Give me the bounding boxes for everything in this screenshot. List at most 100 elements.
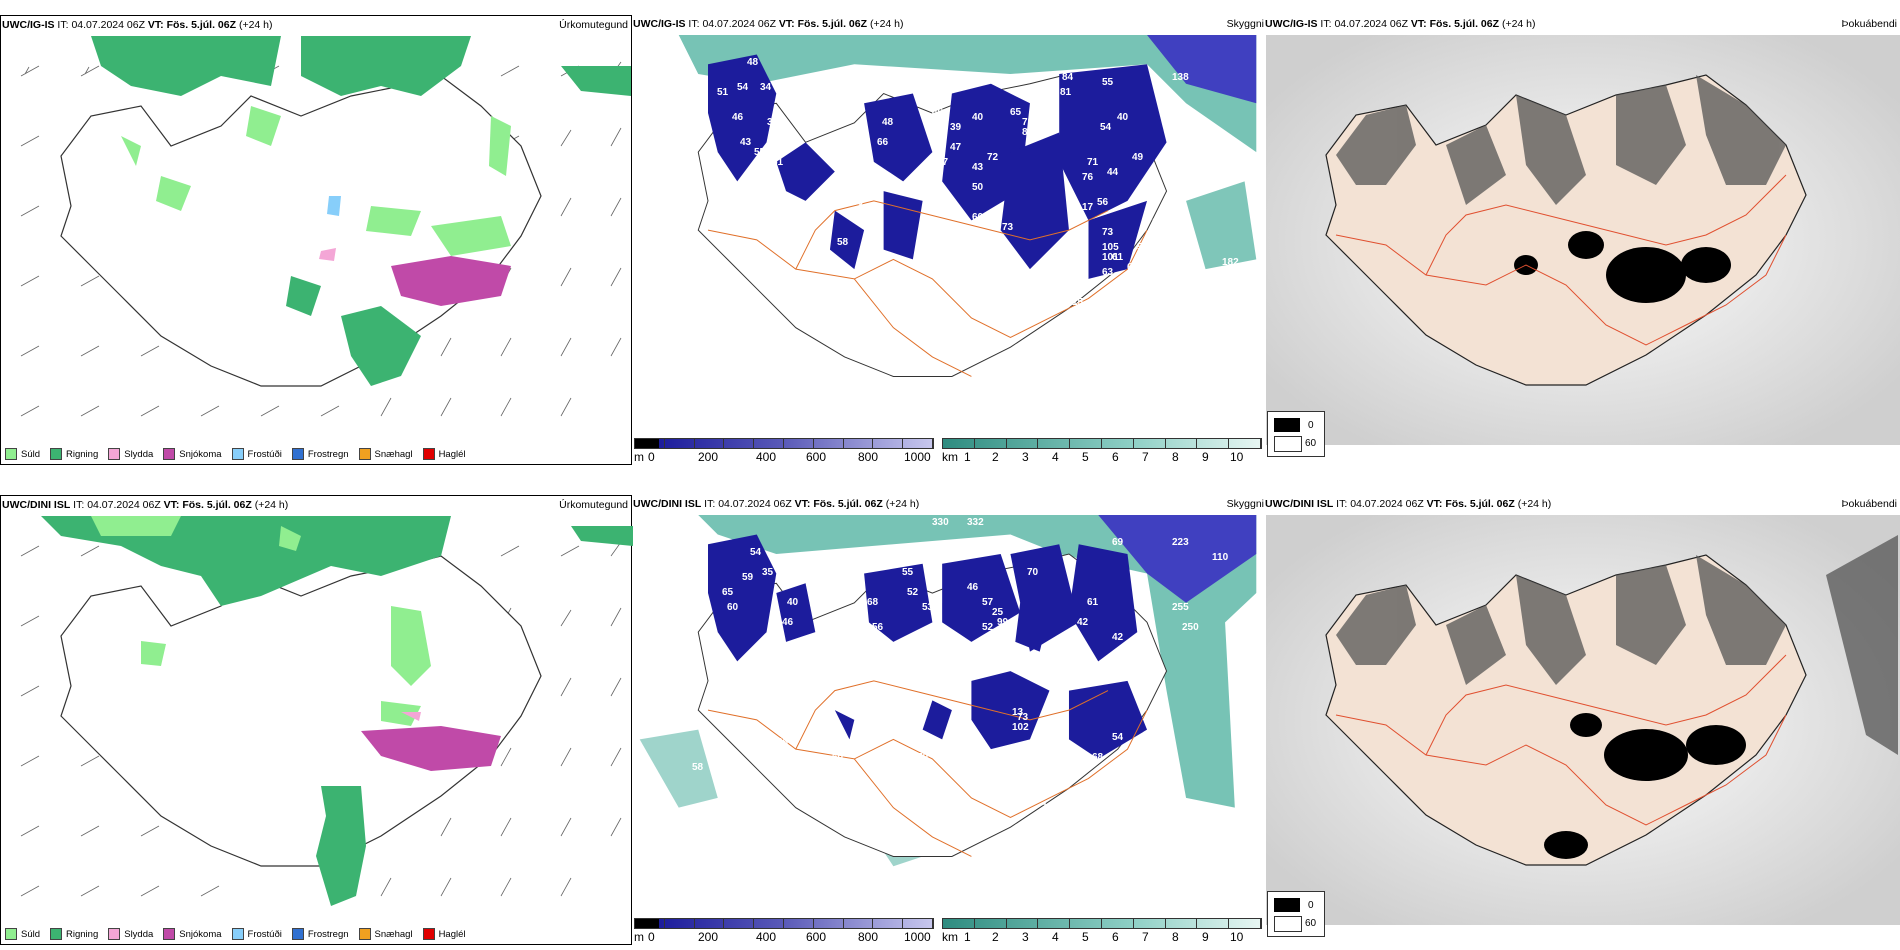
cloud-base-value: 60 bbox=[727, 602, 739, 613]
cloud-base-value: 76 bbox=[1082, 172, 1094, 183]
legend-item: Slydda bbox=[108, 928, 153, 940]
cloud-base-value: 42 bbox=[1112, 632, 1124, 643]
cloud-base-value: 36 bbox=[750, 177, 762, 188]
cloud-base-value: 68 bbox=[1092, 752, 1104, 763]
cloud-map bbox=[639, 515, 1257, 906]
cloud-base-value: 13 bbox=[1012, 707, 1024, 718]
cloud-base-value: 34 bbox=[760, 82, 772, 93]
legend-item: Frostúði bbox=[231, 448, 282, 460]
cloud-base-value: 66 bbox=[777, 737, 789, 748]
cloud-base-value: 81 bbox=[1022, 127, 1034, 138]
panel-title: UWC/IG-IS IT: 04.07.2024 06Z VT: Fös. 5.… bbox=[1265, 18, 1536, 30]
cloud-base-value: 105 bbox=[1102, 242, 1119, 253]
panel-title: UWC/DINI ISL IT: 04.07.2024 06Z VT: Fös.… bbox=[2, 499, 289, 511]
cloud-base-value: 52 bbox=[982, 622, 994, 633]
cloud-base-value: 46 bbox=[932, 107, 944, 118]
cloud-base-value: 55 bbox=[1102, 77, 1114, 88]
cloud-base-value: 52 bbox=[852, 157, 864, 168]
cloud-panel-bottom: UWC/DINI ISL IT: 04.07.2024 06Z VT: Fös.… bbox=[632, 495, 1264, 945]
precip-legend: Súld Rigning Slydda Snjókoma Frostúði Fr… bbox=[5, 448, 472, 460]
cloud-base-value: 61 bbox=[732, 732, 744, 743]
legend-item: Haglél bbox=[422, 448, 466, 460]
legend-item: Rigning bbox=[50, 448, 98, 460]
cloud-base-value: 40 bbox=[1117, 112, 1129, 123]
cloud-base-value: 40 bbox=[787, 597, 799, 608]
visibility-scale: km 1 2 3 4 5 6 7 8 9 10 bbox=[942, 438, 1262, 464]
cloud-base-value: 68 bbox=[867, 597, 879, 608]
cloud-base-value: 55 bbox=[1137, 242, 1149, 253]
cloud-base-value: 53 bbox=[922, 602, 934, 613]
cloud-base-value: 50 bbox=[972, 182, 984, 193]
cloud-base-value: 63 bbox=[897, 642, 909, 653]
cloud-base-value: 60 bbox=[832, 752, 844, 763]
cloud-base-value: 136 bbox=[1102, 772, 1119, 783]
cloud-base-value: 63 bbox=[1102, 267, 1114, 278]
cloud-base-value: 48 bbox=[792, 217, 804, 228]
fog-panel-bottom: UWC/DINI ISL IT: 04.07.2024 06Z VT: Fös.… bbox=[1264, 495, 1900, 945]
cloud-base-value: 84 bbox=[1032, 267, 1044, 278]
legend-item: Snjókoma bbox=[163, 928, 222, 940]
roads bbox=[707, 200, 1148, 377]
fog-black-areas bbox=[1544, 713, 1746, 859]
legend-item: Snæhagl bbox=[358, 448, 413, 460]
cloud-base-value: 65 bbox=[937, 637, 949, 648]
legend-item: Snæhagl bbox=[358, 928, 413, 940]
fog-dark-areas bbox=[1336, 535, 1898, 755]
fog-legend: 0 60 bbox=[1267, 411, 1325, 457]
cloud-base-value: 35 bbox=[762, 567, 774, 578]
cloud-base-value: 86 bbox=[1022, 767, 1034, 778]
cloud-base-value: 61 bbox=[1112, 252, 1124, 263]
cloud-map bbox=[639, 35, 1257, 426]
cloud-base-value: 58 bbox=[692, 762, 704, 773]
precip-map bbox=[20, 516, 633, 906]
panel-type: Þokuábendi bbox=[1841, 18, 1897, 30]
cloud-base-value: 38 bbox=[767, 117, 779, 128]
cloud-base-scale: m 0 200 400 600 800 1000 bbox=[634, 918, 934, 944]
cloud-base-value: 70 bbox=[912, 657, 924, 668]
cloud-base-value: 182 bbox=[1222, 257, 1239, 268]
cloud-base-value: 51 bbox=[717, 87, 729, 98]
legend-item: Frostregn bbox=[291, 928, 349, 940]
cloud-base-value: 84 bbox=[1062, 72, 1074, 83]
panel-type: Skyggni bbox=[1226, 498, 1264, 510]
cloud-base-value: 46 bbox=[772, 672, 784, 683]
cloud-base-value: 72 bbox=[987, 152, 999, 163]
cloud-base-value: 46 bbox=[782, 617, 794, 628]
cloud-base-value: 101 bbox=[1102, 252, 1119, 263]
panel-title: UWC/IG-IS IT: 04.07.2024 06Z VT: Fös. 5.… bbox=[2, 19, 273, 31]
cloud-base-value: 99 bbox=[997, 617, 1009, 628]
cloud-base-value: 46 bbox=[967, 582, 979, 593]
precip-map bbox=[20, 36, 631, 417]
cloud-base-value: 61 bbox=[1087, 597, 1099, 608]
legend-item: Rigning bbox=[50, 928, 98, 940]
cloud-base-value: 54 bbox=[1100, 122, 1112, 133]
cloud-base-value: 110 bbox=[1212, 552, 1229, 563]
drizzle-areas bbox=[91, 516, 431, 726]
cloud-base-value: 223 bbox=[1172, 537, 1189, 548]
fog-legend: 0 60 bbox=[1267, 891, 1325, 937]
cloud-base-value: 73 bbox=[1102, 227, 1114, 238]
cloud-base-value: 44 bbox=[1107, 167, 1119, 178]
cloud-base-value: 39 bbox=[950, 122, 962, 133]
precip-legend: Súld Rigning Slydda Snjókoma Frostúði Fr… bbox=[5, 928, 472, 940]
cloud-base-value: 58 bbox=[837, 237, 849, 248]
panel-title: UWC/DINI ISL IT: 04.07.2024 06Z VT: Fös.… bbox=[633, 498, 920, 510]
cloud-base-value: 75 bbox=[862, 177, 874, 188]
rain-areas bbox=[41, 516, 633, 906]
fog-panel-top: UWC/IG-IS IT: 04.07.2024 06Z VT: Fös. 5.… bbox=[1264, 15, 1900, 465]
panel-type: Skyggni bbox=[1226, 18, 1264, 30]
cloud-base-value: 54 bbox=[1112, 732, 1124, 743]
cloud-base-value: 59 bbox=[742, 572, 754, 583]
cloud-base-value: 51 bbox=[772, 157, 784, 168]
cloud-base-value: 48 bbox=[882, 117, 894, 128]
cloud-base-value: 42 bbox=[1077, 617, 1089, 628]
panel-title: UWC/IG-IS IT: 04.07.2024 06Z VT: Fös. 5.… bbox=[633, 18, 904, 30]
cloud-base-value: 63 bbox=[962, 262, 974, 273]
cloud-base-value: 117 bbox=[1052, 267, 1069, 278]
roads bbox=[1335, 174, 1787, 346]
cloud-base-value: 102 bbox=[1012, 722, 1029, 733]
visibility-scale: km 1 2 3 4 5 6 7 8 9 10 bbox=[942, 918, 1262, 944]
drizzle-areas bbox=[121, 106, 511, 256]
